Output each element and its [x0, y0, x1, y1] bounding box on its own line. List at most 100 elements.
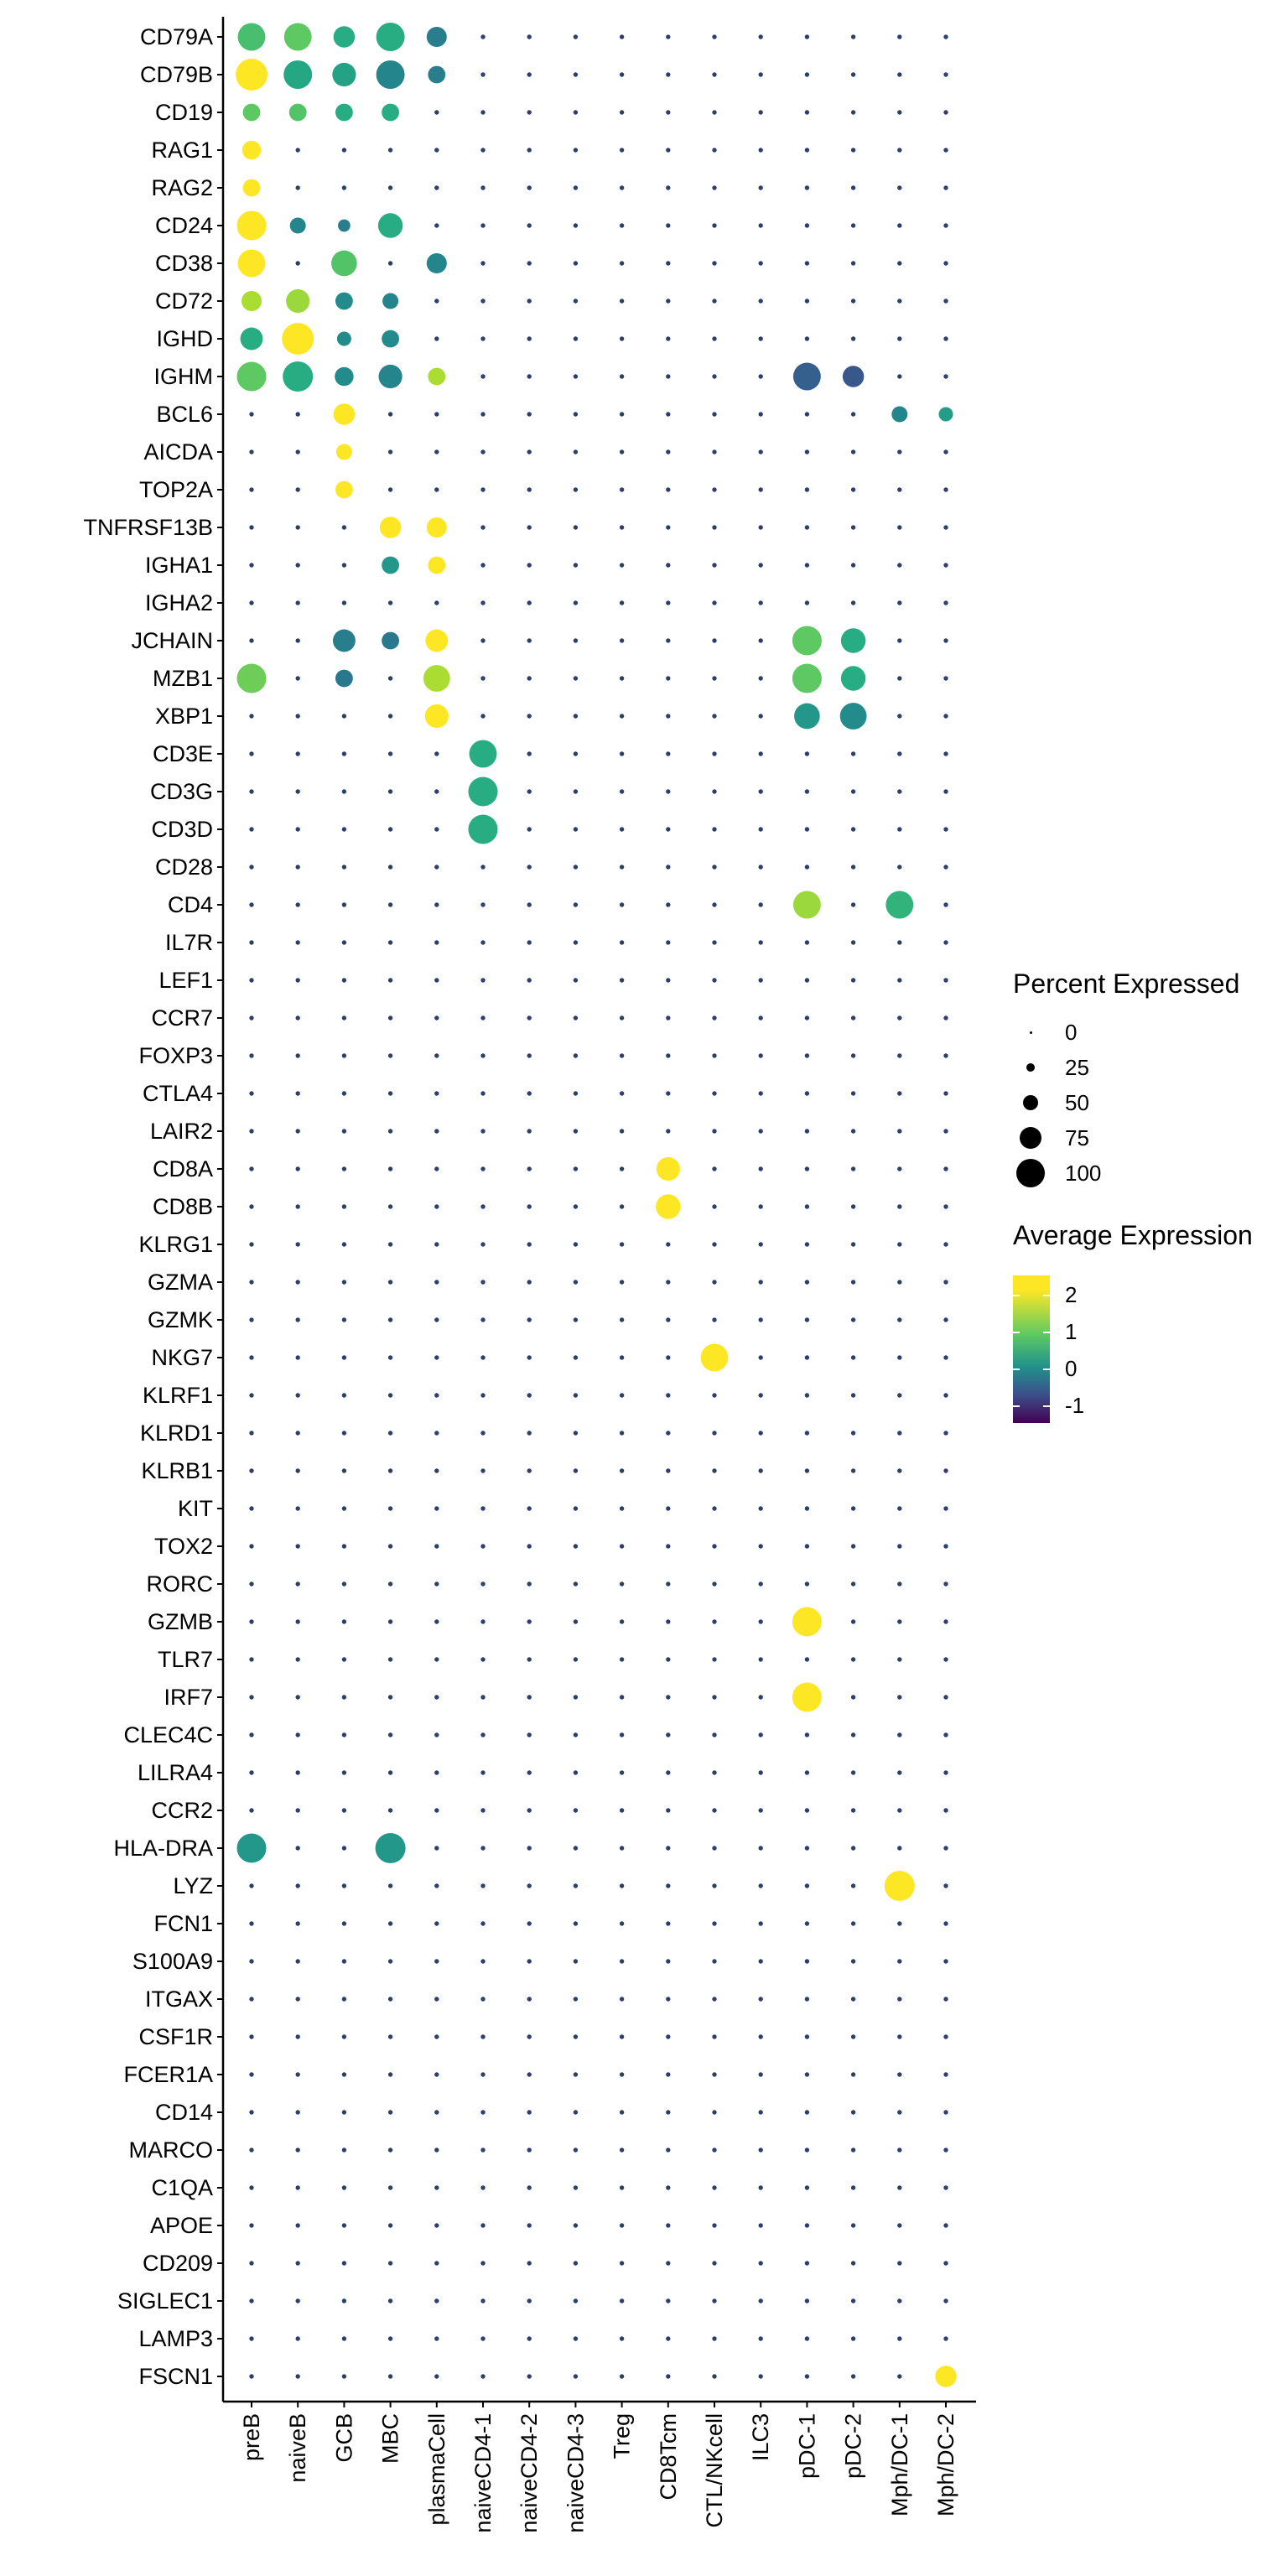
dot	[666, 2374, 671, 2379]
dot	[666, 638, 671, 643]
dot	[237, 23, 266, 51]
dot	[242, 103, 261, 122]
dot	[943, 1808, 948, 1813]
dot	[804, 827, 810, 832]
dot	[387, 1280, 393, 1285]
gene-label: GZMK	[148, 1307, 213, 1332]
gene-label: MARCO	[129, 2137, 214, 2163]
dot	[712, 1619, 717, 1624]
gene-label: XBP1	[155, 704, 213, 729]
dot	[295, 148, 300, 153]
dot	[839, 703, 867, 730]
dot	[619, 1808, 625, 1813]
dot	[804, 940, 810, 945]
dot	[712, 2148, 717, 2153]
dot	[943, 148, 948, 153]
dot	[656, 1156, 680, 1182]
dot	[573, 374, 579, 379]
dot	[897, 1506, 902, 1511]
dot	[712, 676, 717, 681]
dot	[480, 261, 486, 266]
dot	[619, 72, 625, 77]
gene-label: LAMP3	[138, 2326, 213, 2351]
dot	[480, 1431, 486, 1436]
dot	[573, 1204, 579, 1209]
dot	[850, 72, 856, 77]
dot	[341, 1204, 347, 1209]
dot	[387, 1921, 393, 1926]
dot	[666, 978, 671, 983]
gene-label: FOXP3	[138, 1043, 213, 1068]
dot	[758, 2223, 763, 2228]
dot	[619, 1581, 625, 1587]
dot	[434, 1166, 439, 1171]
dot	[619, 1129, 625, 1134]
dot	[249, 751, 254, 756]
dot	[666, 827, 671, 832]
dot	[480, 1695, 486, 1700]
dot	[943, 638, 948, 643]
dot	[434, 1129, 439, 1134]
dot	[758, 563, 763, 568]
dot	[804, 487, 810, 492]
gene-label: CD3G	[150, 779, 213, 804]
dot	[527, 2298, 532, 2303]
dot	[758, 1581, 763, 1587]
dot	[434, 751, 439, 756]
dot	[804, 412, 810, 417]
dot	[943, 1997, 948, 2002]
dot	[619, 600, 625, 605]
dot	[804, 1091, 810, 1096]
dot	[897, 1808, 902, 1813]
dot	[573, 714, 579, 719]
dot	[387, 1544, 393, 1549]
dot	[897, 789, 902, 794]
dot	[387, 902, 393, 907]
gene-label: CD38	[155, 251, 213, 276]
dot	[341, 185, 347, 190]
dot	[804, 1732, 810, 1737]
dot	[480, 2110, 486, 2115]
dot	[480, 1242, 486, 1247]
dot	[295, 789, 300, 794]
dot	[527, 1959, 532, 1964]
dot	[943, 1619, 948, 1624]
dot	[897, 1129, 902, 1134]
dot	[434, 1921, 439, 1926]
dot	[897, 1959, 902, 1964]
dot	[573, 1846, 579, 1851]
gene-label: TLR7	[158, 1647, 213, 1672]
gene-label: IGHM	[154, 364, 214, 389]
dot	[434, 1581, 439, 1587]
cell-type-label: CD8Tcm	[656, 2413, 681, 2501]
dot	[850, 185, 856, 190]
dot	[295, 1997, 300, 2002]
dot	[712, 600, 717, 605]
dot	[712, 2261, 717, 2266]
dot	[804, 563, 810, 568]
dot	[295, 1921, 300, 1926]
dot	[249, 1129, 254, 1134]
dot	[943, 1091, 948, 1096]
dot	[619, 940, 625, 945]
dot	[850, 2223, 856, 2228]
dot	[249, 563, 254, 568]
dot	[387, 2336, 393, 2341]
dot	[480, 1657, 486, 1662]
dot	[758, 1544, 763, 1549]
dot	[249, 827, 254, 832]
dot	[619, 789, 625, 794]
dot	[295, 1393, 300, 1398]
size-legend-label: 50	[1065, 1090, 1089, 1115]
dot	[712, 1091, 717, 1096]
dot	[943, 714, 948, 719]
dot	[758, 374, 763, 379]
gene-label: IGHD	[157, 326, 214, 351]
dot	[249, 1581, 254, 1587]
dot	[236, 210, 267, 241]
dot	[527, 487, 532, 492]
dot	[619, 2185, 625, 2190]
dot	[249, 1015, 254, 1021]
dot	[666, 72, 671, 77]
dot	[434, 1883, 439, 1888]
